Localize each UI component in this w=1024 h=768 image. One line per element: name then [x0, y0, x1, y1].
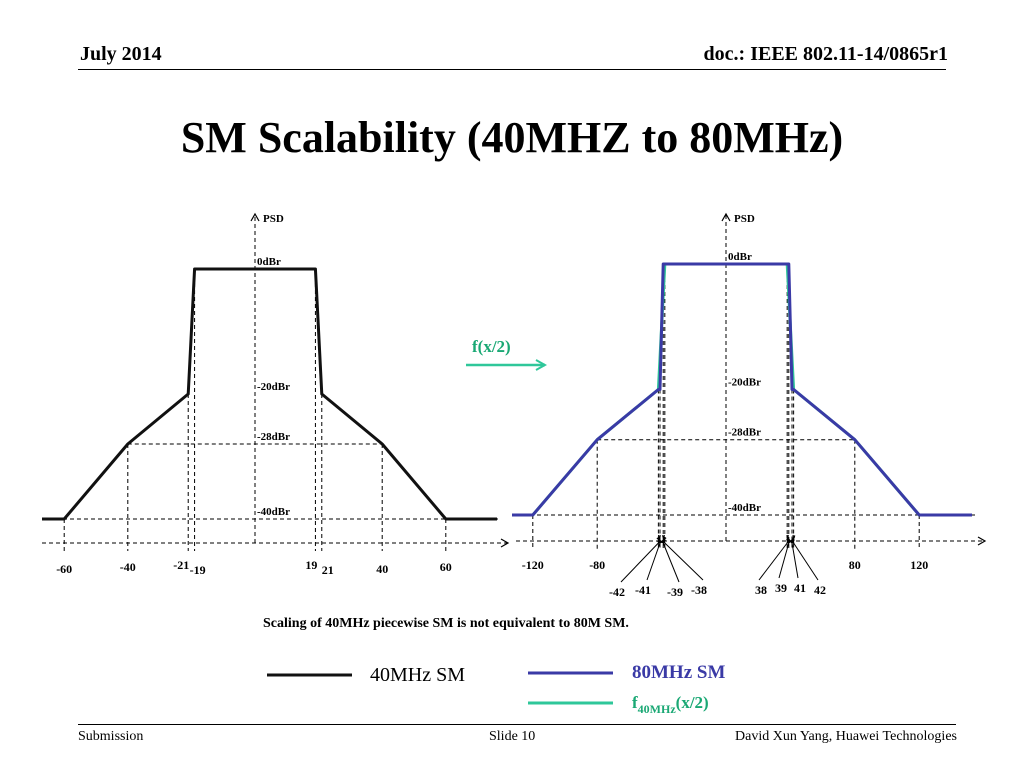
- lower-tick-label: 41: [794, 581, 806, 595]
- figure-caption: Scaling of 40MHz piecewise SM is not equ…: [263, 616, 629, 631]
- series-line-40mhz-scaled: [512, 262, 972, 517]
- tick-label: 60: [440, 560, 452, 574]
- psd-axis-label: PSD: [263, 213, 284, 225]
- legend-label-80mhz: 80MHz SM: [632, 662, 725, 683]
- pointer-line: [646, 534, 667, 581]
- header-rule: [78, 69, 946, 70]
- chart-80mhz-sm: PSD 0dBr -20dBr -28dBr -40dBr -120 -80 80 120 -42…: [512, 212, 987, 599]
- series-line-80mhz-sm: [512, 262, 972, 517]
- level-label: -40dBr: [257, 506, 290, 518]
- slide-title: SM Scalability (40MHZ to 80MHz): [180, 113, 844, 162]
- tick-label: -40: [120, 560, 136, 574]
- header-doc-id: doc.: IEEE 802.11-14/0865r1: [703, 43, 948, 65]
- tick-label: 19: [305, 558, 317, 572]
- level-label: 0dBr: [728, 251, 752, 263]
- lower-tick-label: -39: [667, 585, 683, 599]
- pointer-line: [778, 535, 795, 579]
- pointer-line: [656, 535, 704, 581]
- footer-slide-number: Slide 10: [489, 729, 536, 744]
- footer-author: David Xun Yang, Huawei Technologies: [735, 729, 957, 744]
- tick-label: -80: [589, 558, 605, 572]
- level-label: -20dBr: [728, 377, 761, 389]
- level-label: -40dBr: [728, 502, 761, 514]
- legend: 40MHz SM 80MHz SM f40MHz(x/2): [267, 662, 725, 716]
- tick-label: -60: [56, 562, 72, 576]
- tick-label: -120: [522, 558, 544, 572]
- header-date: July 2014: [80, 43, 162, 65]
- level-label: -28dBr: [728, 427, 761, 439]
- pointer-line: [786, 535, 799, 579]
- lower-tick-label: 42: [814, 583, 826, 597]
- series-line-40mhz-sm: [42, 267, 497, 521]
- tick-label: -21: [173, 558, 189, 572]
- psd-axis-label: PSD: [734, 213, 755, 225]
- pointer-line: [758, 534, 795, 581]
- level-label: -20dBr: [257, 381, 290, 393]
- pointer-line: [786, 534, 819, 581]
- pointer-line: [656, 534, 680, 583]
- footer-submission: Submission: [78, 729, 144, 744]
- tick-label: 80: [849, 558, 861, 572]
- footer-rule: [78, 724, 956, 725]
- lower-tick-label: -38: [691, 583, 707, 597]
- tick-label: 21: [322, 563, 334, 577]
- level-label: -28dBr: [257, 431, 290, 443]
- tick-label: 40: [376, 562, 388, 576]
- chart-40mhz-sm: PSD 0dBr -20dBr -28dBr -40dBr -60 -40 -21 -19 19 2…: [42, 212, 510, 577]
- lower-tick-label: -41: [635, 583, 651, 597]
- scaling-arrow-label: f(x/2): [472, 337, 511, 356]
- legend-label-scaled: f40MHz(x/2): [632, 693, 709, 716]
- tick-label: -19: [190, 563, 206, 577]
- legend-label-40mhz: 40MHz SM: [370, 664, 465, 686]
- lower-tick-label: -42: [609, 585, 625, 599]
- pointer-line: [620, 535, 667, 583]
- tick-label: 120: [910, 558, 928, 572]
- lower-tick-label: 38: [755, 583, 767, 597]
- lower-tick-label: 39: [775, 581, 787, 595]
- level-label: 0dBr: [257, 256, 281, 268]
